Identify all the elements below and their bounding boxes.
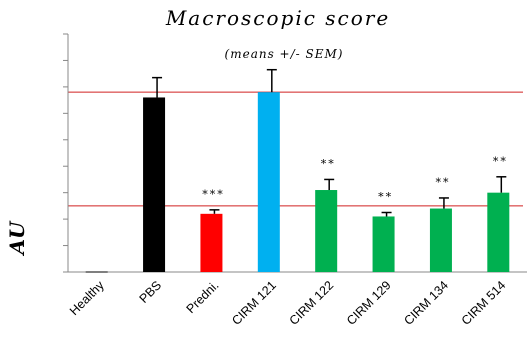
significance-label: ** — [435, 176, 450, 189]
x-tick-label: CIRM 514 — [459, 278, 509, 328]
significance-label: ** — [493, 155, 508, 168]
bar — [487, 192, 510, 272]
y-axis-label: AU — [5, 220, 29, 257]
significance-label: *** — [202, 188, 225, 201]
bar — [257, 92, 280, 272]
axes — [63, 33, 527, 273]
x-tick-label: CIRM 129 — [344, 278, 394, 328]
x-tick-label: Predni. — [184, 278, 222, 316]
bar — [429, 208, 452, 272]
bar — [143, 97, 166, 272]
chart-subtitle: (means +/- SEM) — [225, 47, 344, 61]
bar — [315, 190, 338, 272]
bars: *********** — [85, 68, 510, 273]
x-tick-label: PBS — [137, 278, 165, 306]
x-tick-label: CIRM 134 — [401, 278, 451, 328]
significance-label: ** — [378, 191, 393, 204]
x-tick-label: Healthy — [67, 278, 107, 318]
bar — [372, 216, 395, 272]
category-labels: Healthy PBS Predni. CIRM 121 CIRM 122 CIRM 12… — [67, 278, 509, 328]
x-tick-label: CIRM 121 — [229, 278, 279, 328]
reference-lines — [68, 91, 523, 207]
significance-label: ** — [321, 157, 336, 170]
x-tick-label: CIRM 122 — [287, 278, 337, 328]
chart-title: Macroscopic score — [165, 6, 390, 30]
bar — [200, 213, 223, 272]
